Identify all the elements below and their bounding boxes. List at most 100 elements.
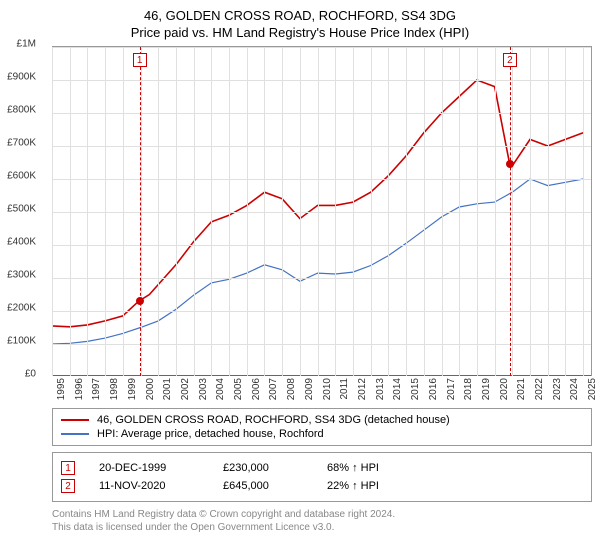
gridline-v bbox=[388, 47, 389, 376]
x-tick-label: 2008 bbox=[286, 378, 297, 400]
gridline-v bbox=[335, 47, 336, 376]
event-number: 2 bbox=[61, 479, 75, 493]
legend: 46, GOLDEN CROSS ROAD, ROCHFORD, SS4 3DG… bbox=[52, 408, 592, 446]
gridline-v bbox=[459, 47, 460, 376]
x-tick-label: 1997 bbox=[91, 378, 102, 400]
x-tick-label: 1999 bbox=[127, 378, 138, 400]
x-tick-label: 2018 bbox=[463, 378, 474, 400]
events-table: 1 20-DEC-1999 £230,000 68% ↑ HPI 2 11-NOV-202… bbox=[52, 452, 592, 502]
x-axis: 1995199619971998199920002001200220032004… bbox=[52, 376, 592, 404]
gridline-v bbox=[512, 47, 513, 376]
legend-label: HPI: Average price, detached house, Roch… bbox=[97, 428, 324, 440]
x-tick-label: 1995 bbox=[56, 378, 67, 400]
event-point bbox=[136, 297, 144, 305]
x-tick-label: 2003 bbox=[198, 378, 209, 400]
gridline-v bbox=[105, 47, 106, 376]
y-tick-label: £900K bbox=[7, 72, 36, 83]
title-block: 46, GOLDEN CROSS ROAD, ROCHFORD, SS4 3DG… bbox=[12, 8, 588, 40]
x-tick-label: 1996 bbox=[74, 378, 85, 400]
gridline-v bbox=[70, 47, 71, 376]
legend-swatch bbox=[61, 433, 89, 435]
x-tick-label: 2005 bbox=[233, 378, 244, 400]
event-line bbox=[140, 47, 141, 376]
event-date: 11-NOV-2020 bbox=[99, 480, 199, 492]
y-tick-label: £400K bbox=[7, 237, 36, 248]
x-tick-label: 2002 bbox=[180, 378, 191, 400]
footer-attribution: Contains HM Land Registry data © Crown c… bbox=[52, 508, 592, 534]
gridline-v bbox=[282, 47, 283, 376]
y-axis: £0£100K£200K£300K£400K£500K£600K£700K£80… bbox=[0, 44, 38, 374]
gridline-v bbox=[353, 47, 354, 376]
gridline-v bbox=[176, 47, 177, 376]
x-tick-label: 2007 bbox=[268, 378, 279, 400]
x-tick-label: 2024 bbox=[569, 378, 580, 400]
legend-item: HPI: Average price, detached house, Roch… bbox=[61, 427, 583, 441]
x-tick-label: 2010 bbox=[322, 378, 333, 400]
y-tick-label: £700K bbox=[7, 138, 36, 149]
chart-subtitle: Price paid vs. HM Land Registry's House … bbox=[12, 25, 588, 40]
event-pct: 22% ↑ HPI bbox=[327, 480, 583, 492]
event-marker: 2 bbox=[503, 53, 517, 67]
x-tick-label: 2011 bbox=[339, 378, 350, 400]
gridline-v bbox=[530, 47, 531, 376]
chart-container: 46, GOLDEN CROSS ROAD, ROCHFORD, SS4 3DG… bbox=[0, 0, 600, 560]
gridline-v bbox=[229, 47, 230, 376]
y-tick-label: £300K bbox=[7, 270, 36, 281]
plot-area: 12 bbox=[52, 46, 592, 376]
gridline-v bbox=[87, 47, 88, 376]
y-tick-label: £0 bbox=[25, 369, 36, 380]
chart-title: 46, GOLDEN CROSS ROAD, ROCHFORD, SS4 3DG bbox=[12, 8, 588, 23]
gridline-v bbox=[52, 47, 53, 376]
event-row: 1 20-DEC-1999 £230,000 68% ↑ HPI bbox=[61, 459, 583, 477]
x-tick-label: 2009 bbox=[304, 378, 315, 400]
x-tick-label: 2016 bbox=[428, 378, 439, 400]
y-tick-label: £500K bbox=[7, 204, 36, 215]
event-date: 20-DEC-1999 bbox=[99, 462, 199, 474]
gridline-v bbox=[371, 47, 372, 376]
x-tick-label: 2012 bbox=[357, 378, 368, 400]
gridline-v bbox=[300, 47, 301, 376]
gridline-v bbox=[247, 47, 248, 376]
y-tick-label: £1M bbox=[17, 39, 36, 50]
gridline-v bbox=[477, 47, 478, 376]
x-tick-label: 2025 bbox=[587, 378, 598, 400]
y-tick-label: £800K bbox=[7, 105, 36, 116]
gridline-v bbox=[158, 47, 159, 376]
event-point bbox=[506, 160, 514, 168]
event-number: 1 bbox=[61, 461, 75, 475]
event-row: 2 11-NOV-2020 £645,000 22% ↑ HPI bbox=[61, 477, 583, 495]
gridline-v bbox=[194, 47, 195, 376]
event-price: £230,000 bbox=[223, 462, 303, 474]
x-tick-label: 2015 bbox=[410, 378, 421, 400]
x-tick-label: 2021 bbox=[516, 378, 527, 400]
gridline-v bbox=[442, 47, 443, 376]
x-tick-label: 2017 bbox=[446, 378, 457, 400]
x-tick-label: 1998 bbox=[109, 378, 120, 400]
event-price: £645,000 bbox=[223, 480, 303, 492]
x-tick-label: 2022 bbox=[534, 378, 545, 400]
x-tick-label: 2000 bbox=[145, 378, 156, 400]
y-tick-label: £600K bbox=[7, 171, 36, 182]
gridline-v bbox=[406, 47, 407, 376]
x-tick-label: 2023 bbox=[552, 378, 563, 400]
x-tick-label: 2020 bbox=[499, 378, 510, 400]
gridline-v bbox=[141, 47, 142, 376]
gridline-v bbox=[318, 47, 319, 376]
x-tick-label: 2004 bbox=[215, 378, 226, 400]
gridline-v bbox=[565, 47, 566, 376]
gridline-v bbox=[211, 47, 212, 376]
gridline-v bbox=[583, 47, 584, 376]
x-tick-label: 2006 bbox=[251, 378, 262, 400]
event-pct: 68% ↑ HPI bbox=[327, 462, 583, 474]
footer-line-1: Contains HM Land Registry data © Crown c… bbox=[52, 508, 592, 521]
gridline-v bbox=[424, 47, 425, 376]
x-tick-label: 2013 bbox=[375, 378, 386, 400]
footer-line-2: This data is licensed under the Open Gov… bbox=[52, 521, 592, 534]
legend-item: 46, GOLDEN CROSS ROAD, ROCHFORD, SS4 3DG… bbox=[61, 413, 583, 427]
legend-label: 46, GOLDEN CROSS ROAD, ROCHFORD, SS4 3DG… bbox=[97, 414, 450, 426]
event-marker: 1 bbox=[133, 53, 147, 67]
gridline-v bbox=[123, 47, 124, 376]
gridline-v bbox=[495, 47, 496, 376]
event-line bbox=[510, 47, 511, 376]
y-tick-label: £200K bbox=[7, 303, 36, 314]
